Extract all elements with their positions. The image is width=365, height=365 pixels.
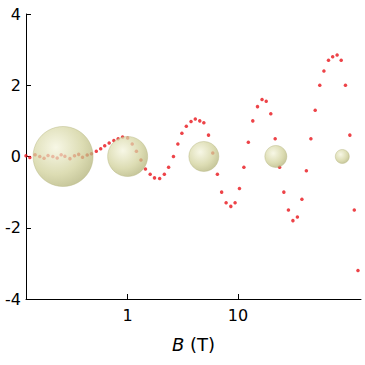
- svg-text:B: B: [172, 334, 184, 355]
- svg-text:0: 0: [11, 147, 21, 166]
- svg-text:2: 2: [11, 76, 21, 95]
- svg-text:-2: -2: [5, 218, 21, 237]
- svg-text:1: 1: [123, 306, 133, 325]
- svg-text:-4: -4: [5, 290, 21, 309]
- svg-text:10: 10: [228, 306, 248, 325]
- svg-text:(T): (T): [184, 334, 215, 355]
- svg-text:4: 4: [11, 5, 21, 24]
